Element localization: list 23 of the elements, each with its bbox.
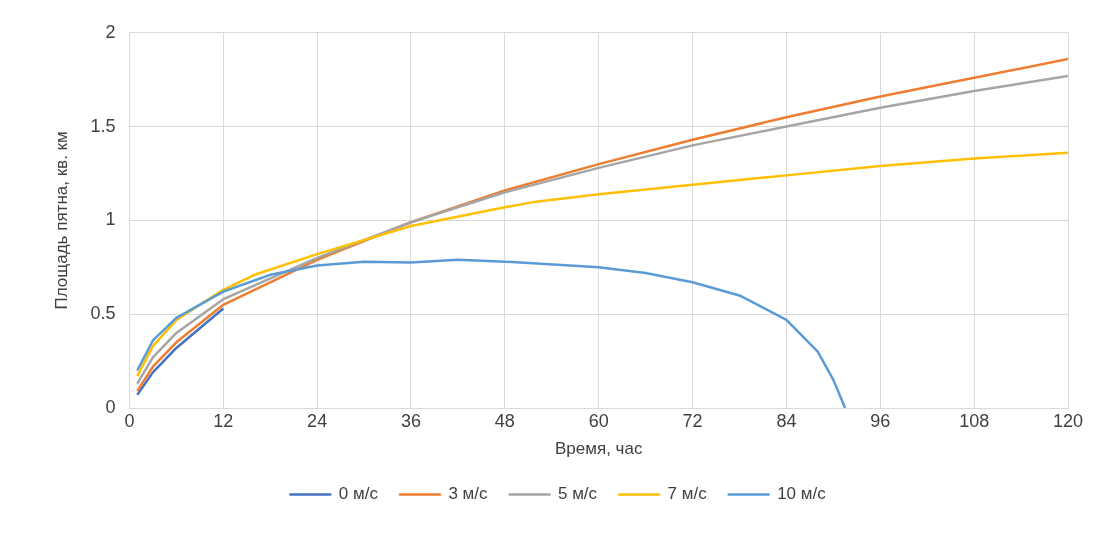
y-tick-label: 2	[105, 21, 116, 42]
x-tick-label: 96	[870, 410, 891, 431]
x-tick-label: 12	[213, 410, 234, 431]
x-tick-label: 60	[588, 410, 609, 431]
legend-label: 3 м/с	[448, 484, 488, 504]
legend-label: 0 м/с	[338, 484, 379, 504]
y-tick-label: 1	[105, 209, 116, 230]
x-axis-title: Время, час	[555, 439, 643, 459]
x-tick-label: 0	[124, 410, 135, 431]
y-axis-title: Площадь пятна, кв. км	[51, 131, 71, 310]
x-tick-label: 36	[400, 410, 422, 431]
legend-label: 5 м/с	[557, 484, 598, 504]
y-tick-label: 1.5	[90, 115, 116, 136]
y-tick-label: 0.5	[90, 303, 116, 324]
x-tick-label: 24	[307, 410, 328, 431]
legend-label: 7 м/с	[667, 484, 708, 504]
x-tick-label: 120	[1052, 410, 1084, 431]
x-tick-label: 108	[959, 410, 990, 431]
x-tick-label: 48	[494, 410, 515, 431]
legend-label: 10 м/с	[777, 484, 827, 504]
y-tick-label: 0	[105, 396, 116, 417]
x-tick-label: 72	[682, 410, 703, 431]
x-tick-label: 84	[776, 410, 797, 431]
